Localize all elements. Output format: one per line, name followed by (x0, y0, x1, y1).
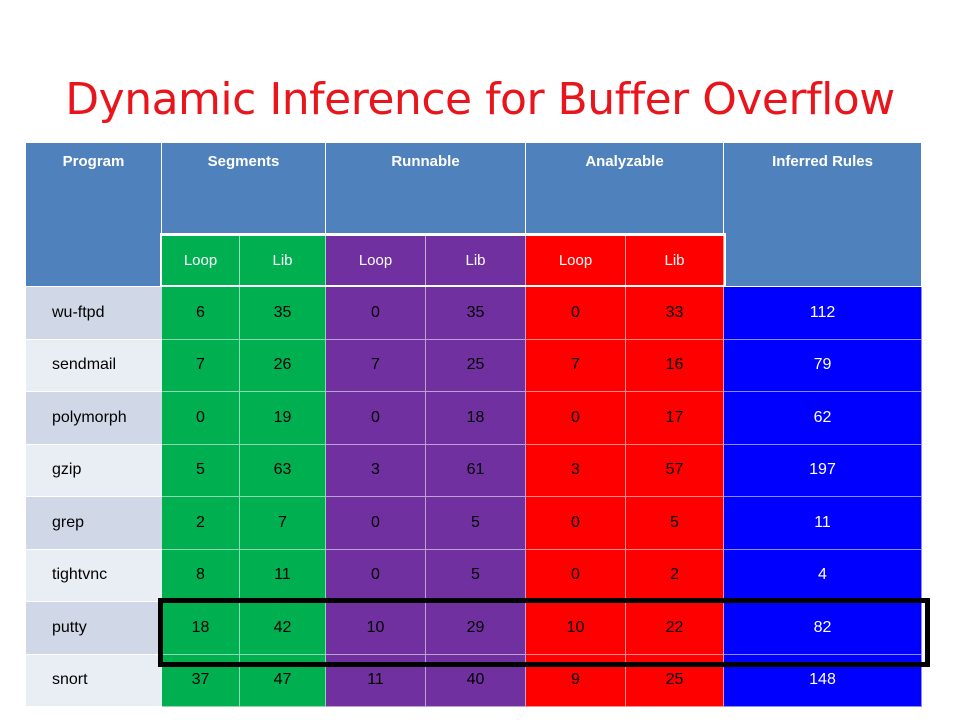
header-segments: Segments (162, 143, 326, 235)
subheader-lib: Lib (240, 236, 326, 285)
table-cell: 42 (240, 602, 326, 655)
table-cell: 7 (326, 339, 426, 392)
table-cell: 57 (626, 444, 724, 497)
subheader-lib: Lib (626, 236, 724, 285)
table-cell: 2 (626, 549, 724, 602)
table-cell: 35 (240, 287, 326, 340)
slide-title: Dynamic Inference for Buffer Overflow (65, 74, 895, 125)
table-cell: 25 (426, 339, 526, 392)
subheader-loop: Loop (526, 236, 626, 285)
table-cell: 0 (162, 392, 240, 445)
table-cell: 0 (326, 497, 426, 550)
table-cell: 10 (526, 602, 626, 655)
inferred-rules-cell: 62 (724, 392, 922, 445)
table-cell: 6 (162, 287, 240, 340)
table-cell: 0 (526, 497, 626, 550)
table-cell: 22 (626, 602, 724, 655)
highlight-box (158, 598, 930, 667)
table-cell: 63 (240, 444, 326, 497)
table-cell: 0 (326, 287, 426, 340)
table-cell: 17 (626, 392, 724, 445)
table-cell: 11 (240, 549, 326, 602)
table-cell: 0 (526, 287, 626, 340)
table-cell: 18 (162, 602, 240, 655)
table-cell: 5 (426, 497, 526, 550)
inferred-rules-cell: 197 (724, 444, 922, 497)
table-cell: 5 (162, 444, 240, 497)
row-label: grep (26, 497, 162, 550)
row-label: wu-ftpd (26, 287, 162, 340)
table-cell: 0 (326, 549, 426, 602)
table-cell: 7 (162, 339, 240, 392)
row-label: polymorph (26, 392, 162, 445)
table-cell: 61 (426, 444, 526, 497)
row-label: putty (26, 602, 162, 655)
header-runnable: Runnable (326, 143, 526, 235)
table-cell: 2 (162, 497, 240, 550)
table-cell: 8 (162, 549, 240, 602)
table-cell: 5 (626, 497, 724, 550)
table-cell: 35 (426, 287, 526, 340)
subheader-loop: Loop (162, 236, 240, 285)
inferred-rules-cell: 112 (724, 287, 922, 340)
table-cell: 3 (326, 444, 426, 497)
table-cell: 0 (526, 549, 626, 602)
table-cell: 16 (626, 339, 724, 392)
header-analyzable: Analyzable (526, 143, 724, 235)
table-cell: 18 (426, 392, 526, 445)
table-cell: 0 (326, 392, 426, 445)
table-cell: 3 (526, 444, 626, 497)
row-label: snort (26, 654, 162, 707)
table-cell: 29 (426, 602, 526, 655)
table-cell: 5 (426, 549, 526, 602)
table-cell: 7 (240, 497, 326, 550)
table-cell: 19 (240, 392, 326, 445)
row-label: sendmail (26, 339, 162, 392)
inferred-rules-cell: 4 (724, 549, 922, 602)
row-label: gzip (26, 444, 162, 497)
table-cell: 7 (526, 339, 626, 392)
table-cell: 0 (526, 392, 626, 445)
header-program: Program (26, 143, 162, 287)
row-label: tightvnc (26, 549, 162, 602)
table-cell: 10 (326, 602, 426, 655)
table-cell: 26 (240, 339, 326, 392)
inferred-rules-cell: 11 (724, 497, 922, 550)
subheader-lib: Lib (426, 236, 526, 285)
inferred-rules-cell: 82 (724, 602, 922, 655)
header-inferred-rules: Inferred Rules (724, 143, 922, 287)
subheader-loop: Loop (326, 236, 426, 285)
table-cell: 33 (626, 287, 724, 340)
inferred-rules-cell: 79 (724, 339, 922, 392)
